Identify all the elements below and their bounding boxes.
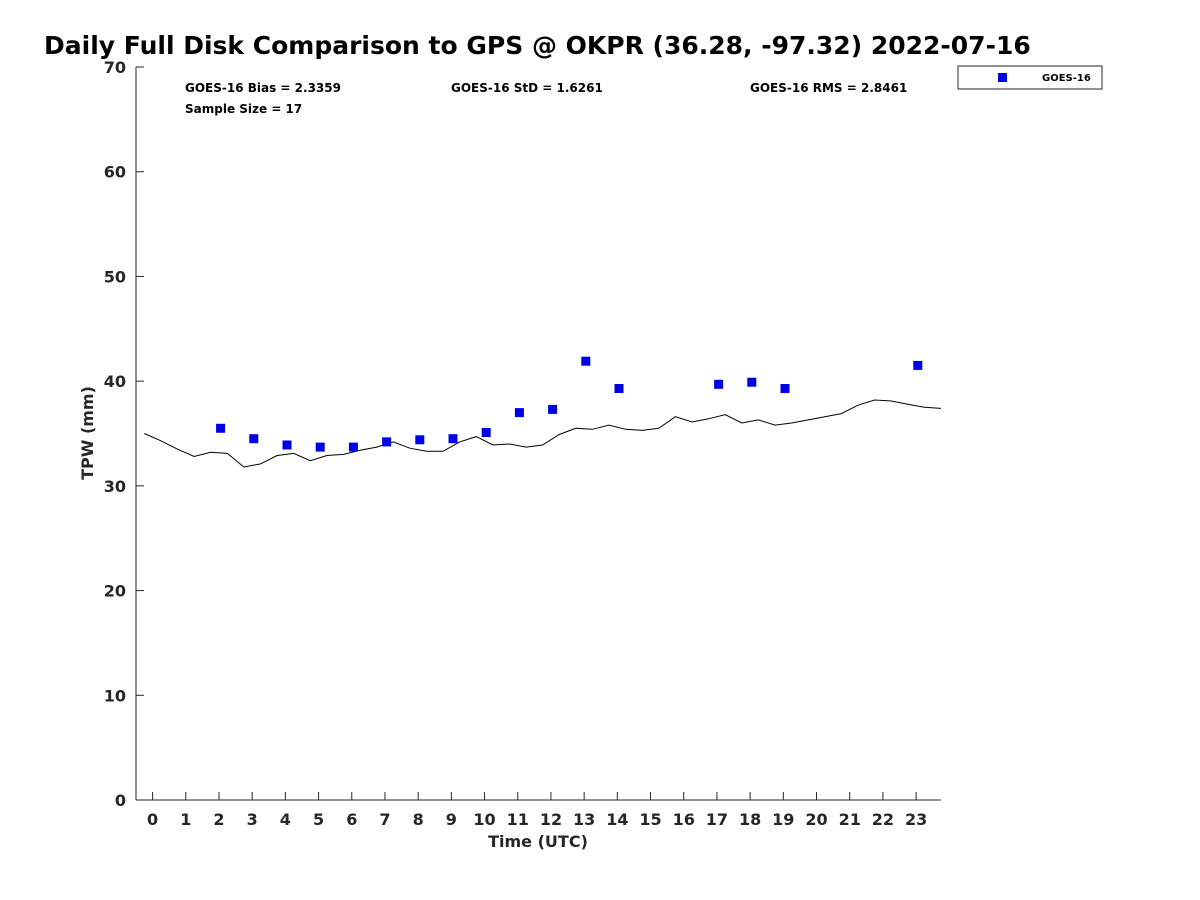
x-tick-label: 13 bbox=[573, 810, 595, 829]
gps-tpw-line bbox=[144, 399, 942, 468]
x-tick-label: 5 bbox=[313, 810, 324, 829]
legend-marker-goes16 bbox=[998, 73, 1007, 82]
x-tick-label: 1 bbox=[180, 810, 191, 829]
goes16-point bbox=[415, 435, 425, 445]
axes bbox=[135, 67, 941, 801]
x-tick-label: 6 bbox=[346, 810, 357, 829]
x-tick-label: 16 bbox=[673, 810, 695, 829]
x-tick-label: 19 bbox=[772, 810, 794, 829]
goes16-point bbox=[548, 404, 558, 414]
x-ticks: 0 1 2 3 4 5 6 7 8 9 10 11 12 13 14 15 16 17 18 19 20 21 22 23 bbox=[147, 792, 927, 829]
goes16-point bbox=[249, 434, 259, 444]
x-tick-label: 12 bbox=[540, 810, 562, 829]
legend-label-goes16: GOES-16 bbox=[1042, 73, 1091, 84]
goes16-point bbox=[614, 384, 624, 393]
x-tick-label: 8 bbox=[413, 810, 424, 829]
goes16-point bbox=[348, 442, 358, 452]
x-tick-label: 15 bbox=[639, 810, 661, 829]
x-tick-label: 20 bbox=[805, 810, 827, 829]
goes16-point bbox=[448, 434, 458, 444]
x-tick-label: 22 bbox=[872, 810, 894, 829]
plot-area bbox=[144, 356, 942, 468]
y-tick-label: 0 bbox=[115, 791, 126, 810]
y-tick-label: 60 bbox=[104, 163, 126, 182]
y-tick-label: 50 bbox=[104, 267, 126, 286]
std-stat: GOES-16 StD = 1.6261 bbox=[451, 81, 603, 95]
x-tick-label: 17 bbox=[706, 810, 728, 829]
x-tick-label: 14 bbox=[606, 810, 628, 829]
x-tick-label: 18 bbox=[739, 810, 761, 829]
y-tick-label: 40 bbox=[104, 372, 126, 391]
goes16-markers bbox=[216, 356, 923, 452]
chart-title: Daily Full Disk Comparison to GPS @ OKPR… bbox=[44, 31, 1031, 60]
y-tick-label: 10 bbox=[104, 686, 126, 705]
x-tick-label: 2 bbox=[213, 810, 224, 829]
x-tick-label: 21 bbox=[839, 810, 861, 829]
y-tick-label: 20 bbox=[104, 582, 126, 601]
goes16-point bbox=[382, 437, 392, 447]
bias-stat: GOES-16 Bias = 2.3359 bbox=[185, 81, 341, 95]
x-tick-label: 10 bbox=[473, 810, 495, 829]
rms-stat: GOES-16 RMS = 2.8461 bbox=[750, 81, 907, 95]
legend-box bbox=[957, 65, 1103, 90]
goes16-point bbox=[780, 384, 790, 393]
y-axis-label: TPW (mm) bbox=[78, 386, 97, 480]
x-tick-label: 23 bbox=[905, 810, 927, 829]
goes16-point bbox=[481, 428, 491, 437]
goes16-point bbox=[747, 377, 757, 387]
y-tick-label: 70 bbox=[104, 58, 126, 77]
goes16-point bbox=[315, 442, 325, 452]
goes16-point bbox=[581, 356, 591, 366]
goes16-point bbox=[514, 408, 524, 418]
goes16-point bbox=[282, 440, 292, 450]
x-tick-label: 7 bbox=[379, 810, 390, 829]
goes16-point bbox=[913, 360, 923, 370]
x-tick-label: 0 bbox=[147, 810, 158, 829]
legend: GOES-16 bbox=[957, 65, 1103, 90]
sample-size-stat: Sample Size = 17 bbox=[185, 102, 302, 116]
x-axis-label: Time (UTC) bbox=[488, 832, 588, 851]
y-tick-label: 30 bbox=[104, 477, 126, 496]
x-tick-label: 11 bbox=[507, 810, 529, 829]
statistics-panel: GOES-16 Bias = 2.3359 GOES-16 StD = 1.62… bbox=[185, 81, 907, 116]
x-tick-label: 9 bbox=[446, 810, 457, 829]
x-tick-label: 3 bbox=[247, 810, 258, 829]
goes16-point bbox=[714, 379, 724, 389]
y-ticks: 0 10 20 30 40 50 60 70 bbox=[104, 58, 144, 810]
goes16-point bbox=[216, 423, 226, 433]
x-tick-label: 4 bbox=[280, 810, 291, 829]
